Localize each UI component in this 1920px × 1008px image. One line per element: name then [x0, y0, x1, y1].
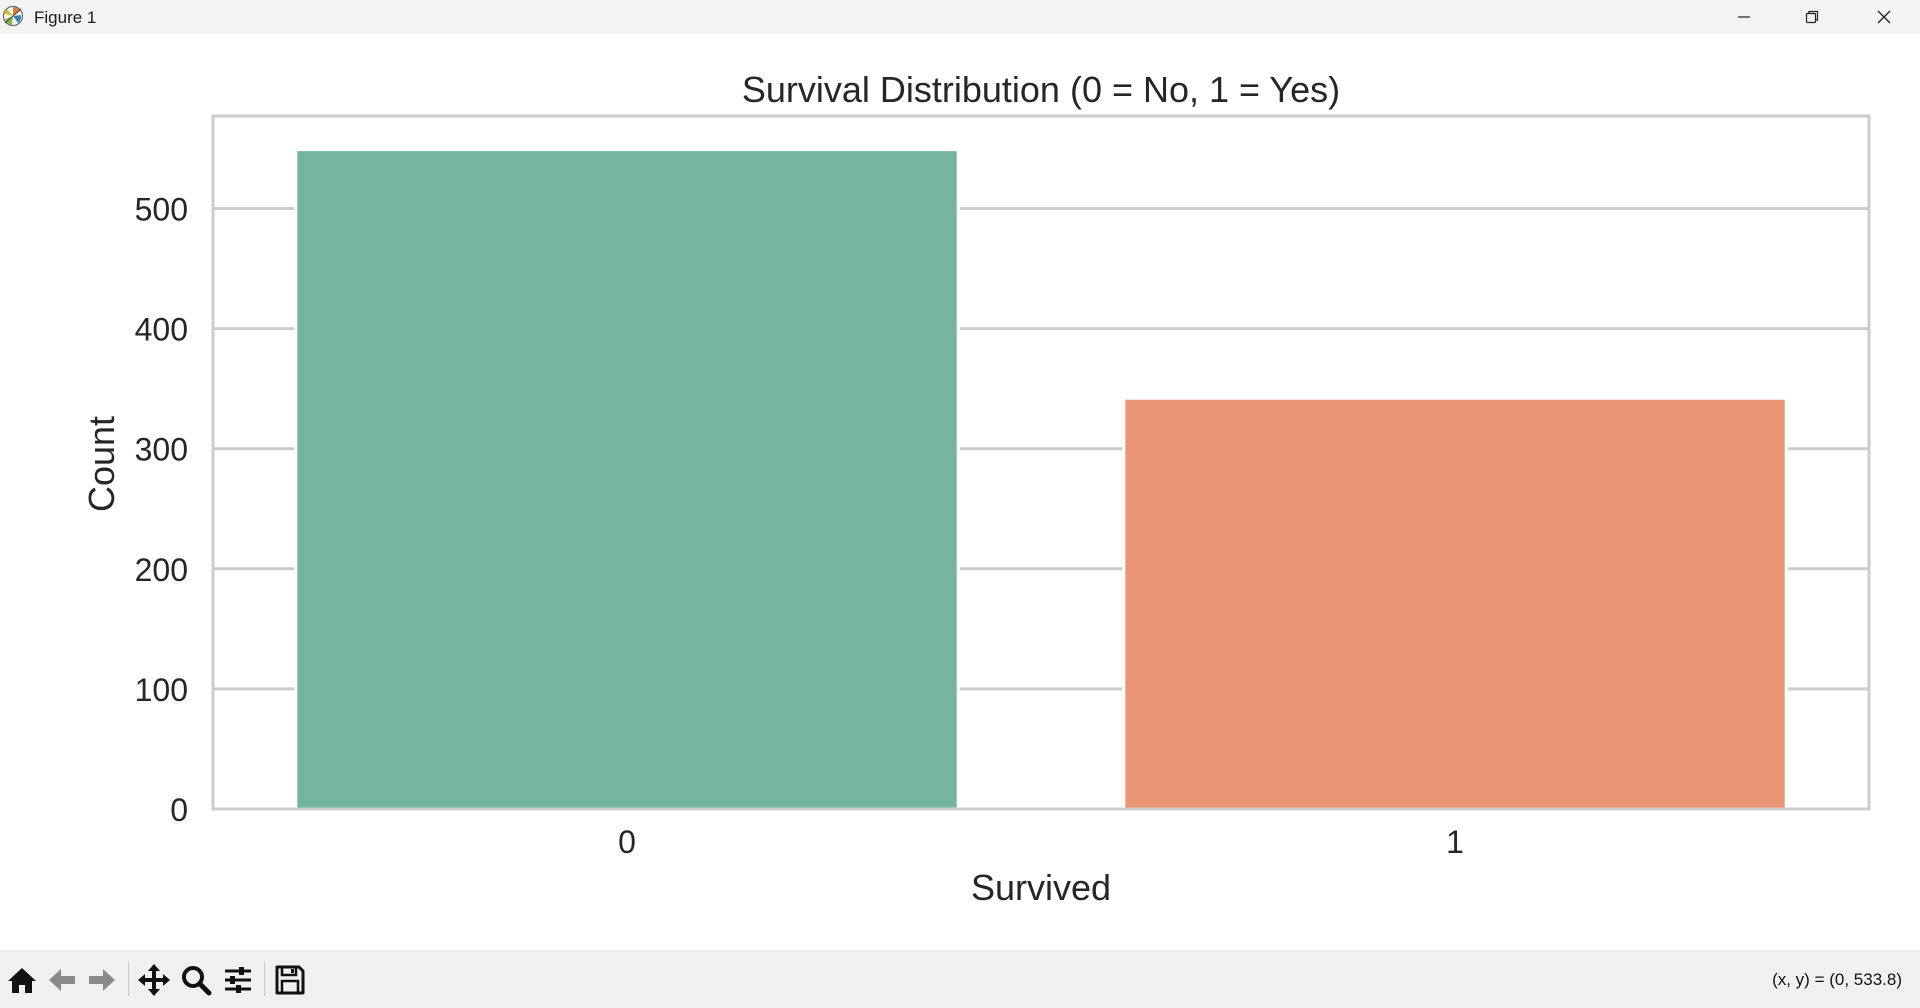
y-tick-label: 200: [135, 552, 188, 588]
pan-icon: [138, 964, 170, 996]
chart-title: Survival Distribution (0 = No, 1 = Yes): [742, 69, 1340, 110]
bar-survived-1: [1122, 396, 1788, 811]
x-tick-label: 1: [1446, 824, 1464, 860]
axes-frame: [211, 114, 1871, 811]
x-tick-label: 0: [618, 824, 636, 860]
window-title: Figure 1: [34, 8, 97, 27]
y-axis-label: Count: [81, 416, 122, 512]
matplotlib-logo-icon: [2, 5, 24, 27]
y-tick-label: 100: [135, 672, 188, 708]
y-tick-label: 500: [135, 191, 188, 227]
forward-arrow-icon: [89, 969, 115, 991]
close-button[interactable]: [1850, 0, 1918, 34]
y-tick-label: 400: [135, 312, 188, 348]
y-tick-label: 300: [135, 432, 188, 468]
toolbar-separator: [128, 962, 129, 996]
bar-survived-0: [294, 148, 960, 811]
back-arrow-icon: [49, 969, 75, 991]
zoom-button[interactable]: [178, 962, 214, 998]
minimize-icon: [1738, 16, 1750, 18]
cursor-coordinates: (x, y) = (0, 533.8): [1772, 970, 1902, 989]
x-axis-label: Survived: [971, 867, 1111, 908]
configure-subplots-button[interactable]: [220, 962, 256, 998]
toolbar-separator: [264, 962, 265, 996]
bar-chart: 0 100 200 300 400 500 0 1 Survival Distributio…: [81, 69, 1871, 908]
navigation-toolbar: (x, y) = (0, 533.8): [0, 950, 1920, 1008]
restore-button[interactable]: [1778, 0, 1846, 34]
back-button[interactable]: [44, 962, 80, 998]
save-button[interactable]: [272, 962, 308, 998]
forward-button[interactable]: [84, 962, 120, 998]
close-icon: [1877, 10, 1891, 24]
configure-subplots-icon: [225, 967, 251, 993]
home-button[interactable]: [4, 962, 40, 998]
zoom-icon: [182, 966, 212, 996]
restore-icon: [1805, 10, 1819, 24]
y-tick-label: 0: [170, 792, 188, 828]
home-icon: [8, 968, 36, 993]
title-bar: Figure 1: [0, 0, 1920, 34]
pan-button[interactable]: [136, 962, 172, 998]
figure-canvas[interactable]: 0 100 200 300 400 500 0 1 Survival Distributio…: [0, 34, 1920, 950]
save-icon: [275, 965, 305, 995]
minimize-button[interactable]: [1710, 0, 1778, 34]
